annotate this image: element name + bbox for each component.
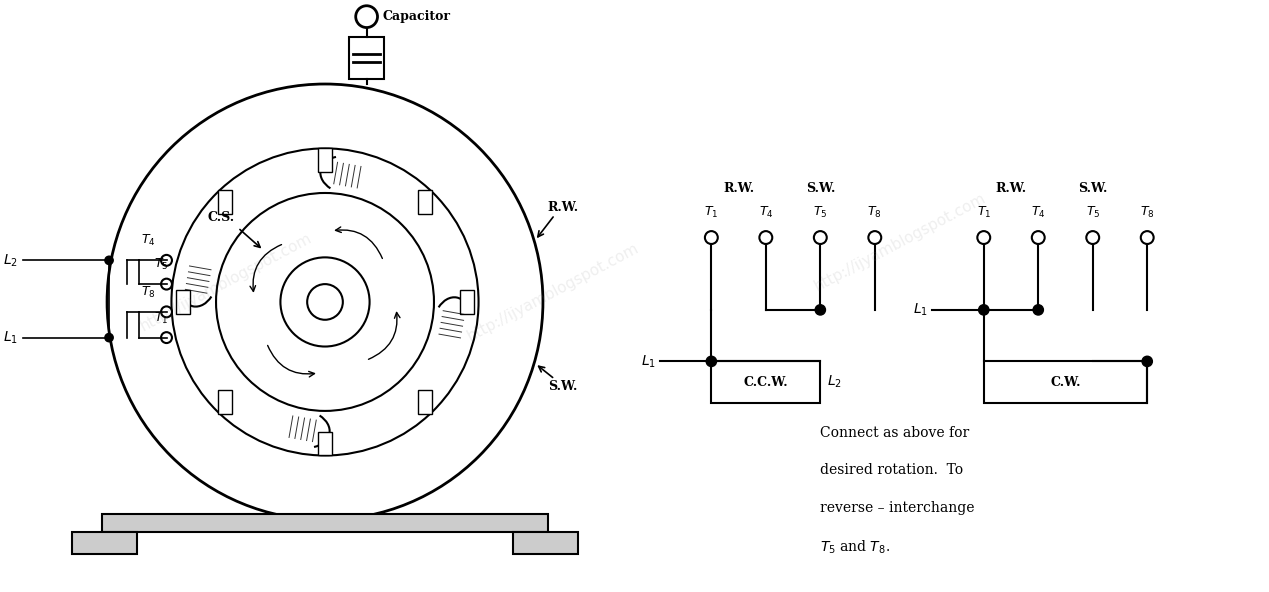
Circle shape — [1033, 305, 1043, 315]
Text: $T_{8}$: $T_{8}$ — [1140, 205, 1155, 220]
Circle shape — [161, 279, 173, 289]
Circle shape — [105, 333, 113, 342]
Text: C.S.: C.S. — [207, 211, 235, 224]
Text: $T_{4}$: $T_{4}$ — [759, 205, 773, 220]
Bar — [459, 290, 473, 314]
Circle shape — [1086, 231, 1099, 244]
Bar — [419, 190, 433, 214]
Text: $T_8$: $T_8$ — [141, 285, 156, 300]
Text: desired rotation.  To: desired rotation. To — [820, 464, 963, 477]
Bar — [72, 532, 137, 554]
Text: C.W.: C.W. — [1051, 376, 1081, 389]
Text: $T_5$: $T_5$ — [155, 257, 169, 272]
Text: S.W.: S.W. — [548, 379, 577, 392]
Text: reverse – interchange: reverse – interchange — [820, 501, 975, 515]
Text: $L_2$: $L_2$ — [3, 252, 18, 269]
Bar — [319, 149, 332, 172]
Text: $L_2$: $L_2$ — [827, 374, 843, 390]
Bar — [176, 290, 190, 314]
Text: http://ijyamblogspot.com: http://ijyamblogspot.com — [137, 230, 315, 334]
Bar — [983, 361, 1147, 403]
Bar — [319, 432, 332, 455]
Bar — [419, 390, 433, 414]
Circle shape — [161, 307, 173, 317]
Bar — [712, 361, 820, 403]
Bar — [513, 532, 577, 554]
Circle shape — [868, 231, 881, 244]
Circle shape — [977, 231, 990, 244]
Text: $T_{8}$: $T_{8}$ — [868, 205, 882, 220]
Text: $L_1$: $L_1$ — [3, 329, 18, 346]
Text: C.C.W.: C.C.W. — [744, 376, 788, 389]
Circle shape — [355, 6, 377, 28]
Text: $T_{5}$: $T_{5}$ — [1085, 205, 1100, 220]
Text: S.W.: S.W. — [1079, 182, 1108, 195]
Text: http://ijyamblogspot.com: http://ijyamblogspot.com — [464, 240, 641, 344]
Bar — [218, 190, 232, 214]
Circle shape — [706, 356, 717, 366]
Text: $T_{5}$: $T_{5}$ — [813, 205, 827, 220]
Circle shape — [161, 255, 173, 266]
Circle shape — [1141, 231, 1154, 244]
Circle shape — [307, 284, 343, 320]
Text: $T_{1}$: $T_{1}$ — [704, 205, 718, 220]
Text: $T_1$: $T_1$ — [155, 311, 169, 326]
Text: R.W.: R.W. — [548, 201, 579, 214]
Bar — [349, 37, 385, 79]
Circle shape — [1142, 356, 1152, 366]
Text: http://ijyamblogspot.com: http://ijyamblogspot.com — [811, 191, 989, 294]
Text: R.W.: R.W. — [723, 182, 754, 195]
Circle shape — [759, 231, 773, 244]
Circle shape — [704, 231, 718, 244]
Text: $T_5$ and $T_8$.: $T_5$ and $T_8$. — [820, 539, 891, 556]
Text: Connect as above for: Connect as above for — [820, 426, 970, 440]
Bar — [218, 390, 232, 414]
Circle shape — [813, 231, 826, 244]
Text: Capacitor: Capacitor — [382, 10, 450, 23]
Circle shape — [815, 305, 825, 315]
Text: $L_1$: $L_1$ — [914, 302, 929, 318]
Text: $T_{1}$: $T_{1}$ — [977, 205, 991, 220]
Text: S.W.: S.W. — [806, 182, 835, 195]
Text: $T_{4}$: $T_{4}$ — [1030, 205, 1046, 220]
Circle shape — [1032, 231, 1044, 244]
Text: R.W.: R.W. — [995, 182, 1027, 195]
Text: $L_1$: $L_1$ — [641, 353, 656, 369]
Circle shape — [978, 305, 989, 315]
Bar — [102, 514, 548, 532]
Circle shape — [105, 256, 113, 265]
Circle shape — [161, 332, 173, 343]
Text: $T_4$: $T_4$ — [141, 233, 156, 249]
